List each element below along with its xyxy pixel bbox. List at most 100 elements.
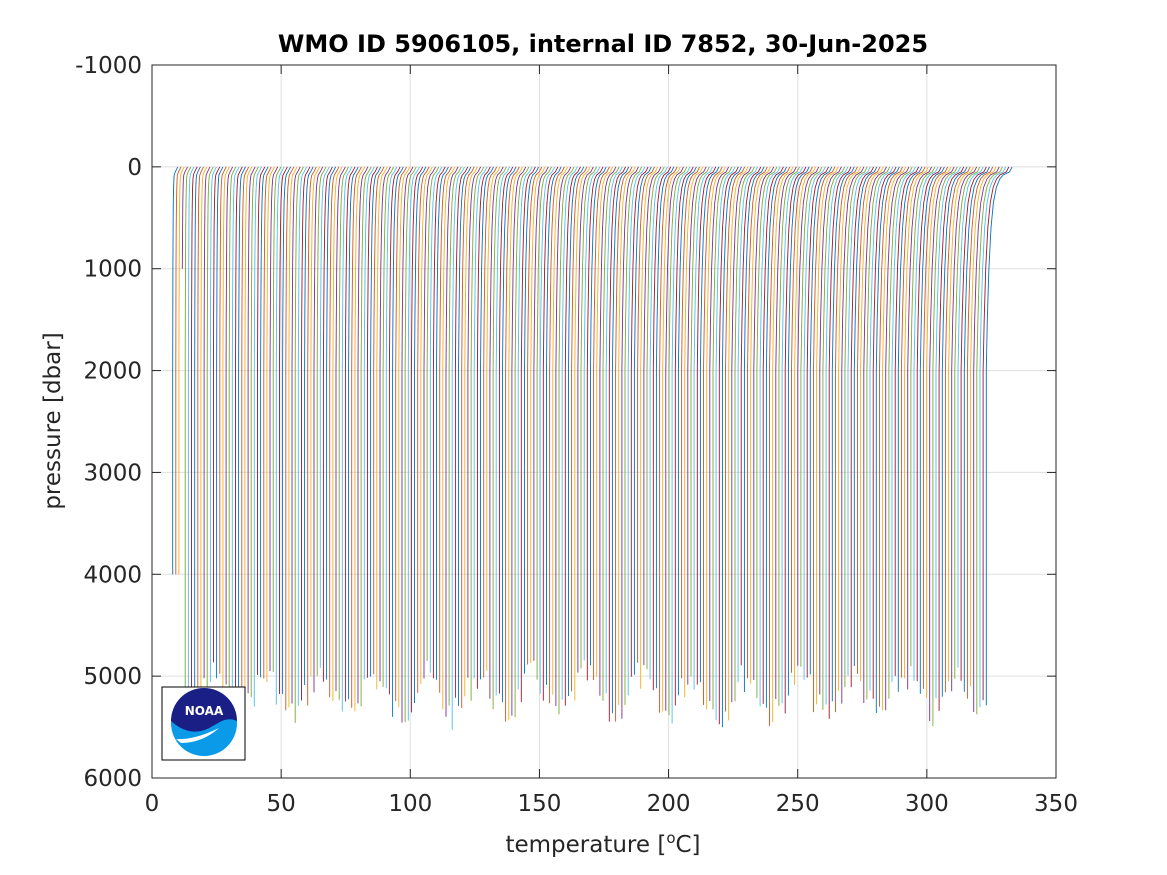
profile-line (586, 166, 604, 681)
profile-line (464, 166, 478, 697)
profile-line (209, 166, 217, 682)
y-tick-label: -1000 (75, 53, 142, 79)
profile-line (791, 166, 813, 673)
profile-line (838, 166, 862, 692)
noaa-logo: NOAA (161, 686, 246, 761)
profile-line (260, 166, 269, 678)
profile-line (483, 166, 498, 678)
profile-line (282, 166, 291, 694)
profile-line (436, 166, 449, 680)
profile-line (643, 166, 662, 666)
profile-line (257, 166, 266, 675)
profile-line (533, 166, 549, 661)
profile-line (354, 166, 366, 712)
profile-line (191, 166, 198, 698)
profile-line (690, 166, 710, 677)
profile-line (574, 166, 591, 701)
profile-line (684, 166, 704, 698)
profile-line (819, 166, 842, 695)
profile-line (765, 166, 788, 708)
profile-line (423, 166, 436, 679)
profile-line (263, 166, 272, 679)
profile-line (941, 166, 968, 697)
profile-line (668, 166, 688, 715)
profile-line (222, 166, 230, 695)
profile-line (894, 166, 920, 676)
profile-line (787, 166, 810, 696)
profile-line (900, 166, 926, 678)
profile-line (461, 166, 475, 708)
profile-line (203, 166, 211, 679)
x-tick-label: 100 (388, 791, 432, 817)
plot-frame (151, 64, 1057, 779)
profile-line (172, 166, 179, 575)
profile-line (649, 166, 668, 680)
profile-line (379, 166, 391, 682)
profile-line (652, 166, 672, 691)
y-tick-label: 5000 (83, 664, 142, 690)
profile-line (241, 166, 250, 729)
profile-line (825, 166, 849, 705)
profile-line (197, 166, 205, 702)
profile-line (517, 166, 533, 690)
profile-line (351, 166, 362, 708)
profile-line (228, 166, 237, 705)
profile-line (486, 166, 501, 671)
profile-line (536, 166, 552, 680)
profile-line (505, 166, 520, 722)
profile-line (432, 166, 446, 679)
profile-line (307, 166, 317, 706)
profile-line (982, 166, 1010, 701)
profile-line (696, 166, 717, 685)
profile-line (916, 166, 942, 682)
profile-line (879, 166, 903, 707)
profile-line (822, 166, 846, 710)
profile-line (498, 166, 514, 694)
profile-line (508, 166, 523, 721)
profile-line (410, 166, 424, 713)
profile-line (913, 166, 939, 681)
profile-line (279, 166, 288, 694)
profile-line (872, 166, 897, 699)
profile-line (737, 166, 759, 683)
profile-line (602, 166, 620, 701)
profile-line (467, 166, 482, 678)
profile-line (445, 166, 459, 717)
profile-line (857, 166, 881, 674)
profile-line (363, 166, 375, 680)
profile-line (219, 166, 227, 674)
profile-line (596, 166, 614, 677)
profile-line (357, 166, 369, 704)
profile-line (803, 166, 826, 680)
profile-line (897, 166, 923, 692)
profile-line (728, 166, 749, 721)
profile-line (954, 166, 981, 679)
profile-line (511, 166, 527, 716)
profile-line (831, 166, 855, 702)
profile-line (200, 166, 208, 689)
profile-line (417, 166, 430, 693)
x-tick-label: 50 (267, 791, 296, 817)
y-tick-label: 4000 (83, 562, 142, 588)
y-tick-label: 2000 (83, 359, 142, 385)
profile-line (979, 166, 1007, 708)
profile-line (800, 166, 823, 667)
profile-line (231, 166, 240, 709)
profile-line (398, 166, 411, 708)
x-tick-label: 200 (647, 791, 691, 817)
profile-line (605, 166, 623, 694)
profile-line (194, 166, 201, 718)
profile-line (794, 166, 817, 685)
profile-line (448, 166, 462, 706)
profile-line (291, 166, 301, 704)
profile-line (454, 166, 469, 698)
profile-line (338, 166, 349, 700)
profile-line (740, 166, 762, 666)
profile-line (816, 166, 839, 705)
profile-line (759, 166, 781, 707)
profile-line (414, 166, 427, 704)
y-axis-label: pressure [dbar] (40, 332, 66, 509)
profile-line (938, 166, 965, 711)
profile-line (743, 166, 765, 692)
profile-line (527, 166, 543, 665)
